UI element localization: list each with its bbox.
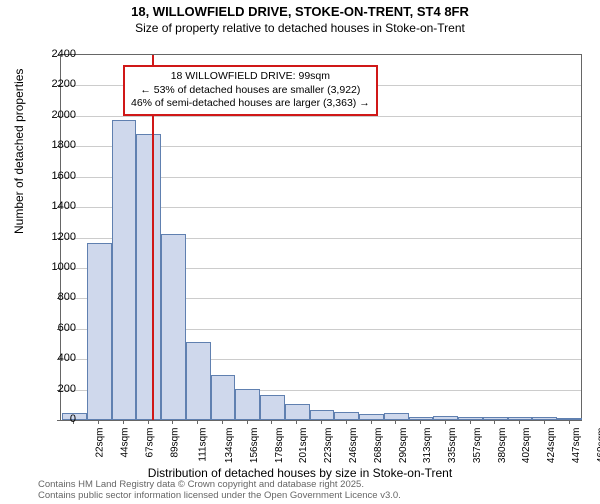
x-tickmark xyxy=(172,420,173,424)
x-axis-label: Distribution of detached houses by size … xyxy=(0,466,600,480)
x-tick-label: 201sqm xyxy=(299,428,310,464)
histogram-bar xyxy=(211,375,236,420)
x-tick-label: 67sqm xyxy=(144,428,155,458)
x-tickmark xyxy=(544,420,545,424)
x-tickmark xyxy=(123,420,124,424)
y-tick-label: 1600 xyxy=(36,170,76,182)
x-tickmark xyxy=(222,420,223,424)
callout-line: ← 53% of detached houses are smaller (3,… xyxy=(131,84,370,98)
x-tick-label: 268sqm xyxy=(373,428,384,464)
x-tick-label: 111sqm xyxy=(198,428,209,462)
x-tickmark xyxy=(197,420,198,424)
x-tick-label: 44sqm xyxy=(120,428,131,458)
y-tick-label: 2200 xyxy=(36,78,76,90)
x-tickmark xyxy=(371,420,372,424)
chart-container: 18, WILLOWFIELD DRIVE, STOKE-ON-TRENT, S… xyxy=(0,4,600,504)
y-tick-label: 400 xyxy=(36,352,76,364)
x-tick-label: 246sqm xyxy=(348,428,359,464)
x-tick-label: 424sqm xyxy=(546,428,557,464)
histogram-bar xyxy=(87,243,112,420)
callout-line: 18 WILLOWFIELD DRIVE: 99sqm xyxy=(131,70,370,84)
x-tick-label: 223sqm xyxy=(323,428,334,464)
x-tickmark xyxy=(148,420,149,424)
chart-title: 18, WILLOWFIELD DRIVE, STOKE-ON-TRENT, S… xyxy=(0,4,600,19)
x-tick-label: 402sqm xyxy=(521,428,532,464)
x-tickmark xyxy=(321,420,322,424)
x-tickmark xyxy=(296,420,297,424)
x-tickmark xyxy=(470,420,471,424)
x-tick-label: 380sqm xyxy=(497,428,508,464)
x-tickmark xyxy=(519,420,520,424)
histogram-bar xyxy=(310,410,335,420)
y-tick-label: 2000 xyxy=(36,109,76,121)
histogram-bar xyxy=(285,404,310,420)
x-tickmark xyxy=(247,420,248,424)
x-tick-label: 447sqm xyxy=(571,428,582,464)
attribution-text: Contains HM Land Registry data © Crown c… xyxy=(38,480,401,502)
marker-callout: 18 WILLOWFIELD DRIVE: 99sqm← 53% of deta… xyxy=(123,65,378,116)
y-tick-label: 1400 xyxy=(36,200,76,212)
x-tick-label: 156sqm xyxy=(249,428,260,464)
histogram-bar xyxy=(334,412,359,420)
x-tick-label: 22sqm xyxy=(95,428,106,458)
histogram-bar xyxy=(161,234,186,420)
x-tickmark xyxy=(494,420,495,424)
y-tick-label: 2400 xyxy=(36,48,76,60)
x-tick-label: 335sqm xyxy=(447,428,458,464)
histogram-bar xyxy=(136,134,161,420)
x-tick-label: 290sqm xyxy=(398,428,409,464)
x-tickmark xyxy=(420,420,421,424)
x-tickmark xyxy=(569,420,570,424)
histogram-bar xyxy=(112,120,137,420)
x-tickmark xyxy=(445,420,446,424)
attribution-line: Contains public sector information licen… xyxy=(38,491,401,502)
plot-area: 18 WILLOWFIELD DRIVE: 99sqm← 53% of deta… xyxy=(60,54,582,421)
gridline xyxy=(61,116,581,117)
x-tickmark xyxy=(271,420,272,424)
x-tickmark xyxy=(395,420,396,424)
y-tick-label: 1800 xyxy=(36,139,76,151)
x-tick-label: 469sqm xyxy=(596,428,600,464)
x-tickmark xyxy=(98,420,99,424)
x-tick-label: 89sqm xyxy=(169,428,180,458)
x-tick-label: 313sqm xyxy=(422,428,433,464)
y-tick-label: 200 xyxy=(36,383,76,395)
y-tick-label: 1200 xyxy=(36,231,76,243)
chart-subtitle: Size of property relative to detached ho… xyxy=(0,21,600,35)
y-tick-label: 800 xyxy=(36,291,76,303)
x-tick-label: 357sqm xyxy=(472,428,483,464)
histogram-bar xyxy=(235,389,260,420)
histogram-bar xyxy=(260,395,285,420)
x-tick-label: 134sqm xyxy=(224,428,235,464)
y-tick-label: 1000 xyxy=(36,261,76,273)
y-tick-label: 0 xyxy=(36,413,76,425)
callout-line: 46% of semi-detached houses are larger (… xyxy=(131,97,370,111)
x-tick-label: 178sqm xyxy=(274,428,285,464)
histogram-bar xyxy=(186,342,211,420)
y-tick-label: 600 xyxy=(36,322,76,334)
y-axis-label: Number of detached properties xyxy=(12,69,26,234)
x-tickmark xyxy=(346,420,347,424)
